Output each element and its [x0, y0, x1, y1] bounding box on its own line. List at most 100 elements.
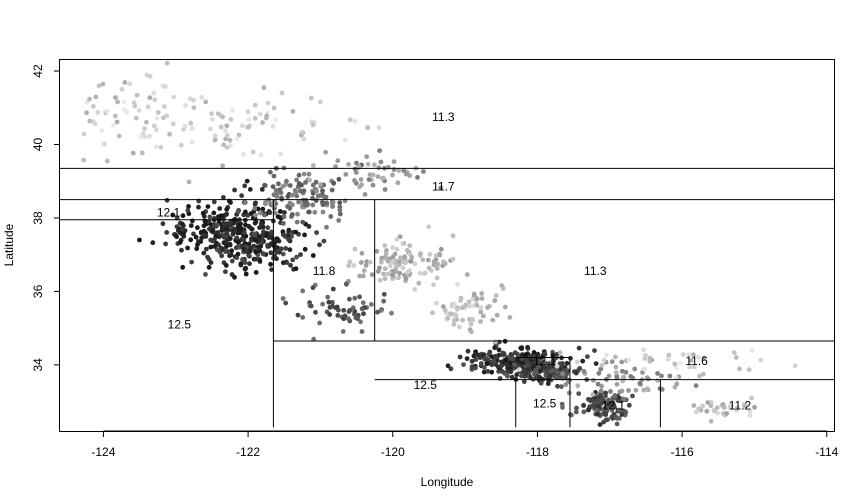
data-point — [186, 204, 191, 209]
data-point — [320, 209, 326, 215]
data-point — [402, 255, 408, 260]
data-point — [260, 120, 265, 125]
data-point — [242, 230, 247, 236]
data-point — [155, 110, 161, 115]
data-point — [560, 371, 565, 377]
data-point — [300, 288, 306, 294]
data-point — [212, 237, 217, 243]
data-point — [792, 363, 798, 369]
data-point — [523, 371, 529, 376]
data-point — [403, 276, 409, 281]
data-point — [263, 201, 268, 207]
data-point — [278, 246, 284, 252]
data-point — [647, 359, 653, 364]
region-labels: 11.3 11.7 12.1 11.8 11.3 12.5 12.1 11.6 12.5 12.5… — [157, 110, 752, 412]
data-point — [525, 344, 530, 350]
data-point — [283, 300, 289, 306]
data-point — [448, 366, 454, 372]
data-point — [303, 180, 308, 185]
data-point — [474, 302, 480, 308]
data-point — [369, 272, 375, 277]
data-point — [223, 249, 228, 254]
data-point — [170, 212, 176, 218]
data-point — [281, 232, 286, 238]
data-point — [412, 261, 418, 267]
data-point — [224, 237, 230, 243]
data-point — [360, 273, 366, 279]
data-point — [531, 371, 537, 377]
data-point — [174, 234, 180, 240]
data-point — [637, 381, 643, 386]
data-point — [282, 210, 287, 215]
data-point — [320, 202, 326, 208]
x-tick-label: -124 — [91, 445, 115, 459]
data-point — [164, 113, 170, 118]
data-point — [203, 99, 209, 105]
data-point — [300, 315, 306, 320]
data-point — [224, 145, 230, 151]
data-point — [260, 251, 266, 257]
data-point — [535, 351, 541, 357]
data-point — [270, 184, 276, 190]
data-point — [334, 304, 340, 310]
data-point — [114, 119, 120, 125]
data-point — [228, 117, 234, 122]
data-point — [220, 163, 226, 169]
data-point — [147, 133, 152, 139]
data-point — [151, 123, 157, 129]
data-point — [206, 264, 212, 270]
data-point — [502, 304, 508, 310]
data-point — [457, 354, 463, 360]
data-point — [623, 369, 629, 375]
data-point — [361, 268, 367, 274]
data-point — [185, 245, 191, 251]
data-point — [469, 358, 475, 364]
data-point — [695, 354, 701, 360]
data-point — [224, 231, 230, 237]
data-point — [537, 368, 543, 374]
data-point — [235, 209, 241, 215]
data-point — [665, 356, 671, 362]
data-point — [655, 378, 660, 383]
data-point — [573, 370, 579, 376]
data-point — [280, 251, 286, 257]
data-point — [400, 265, 406, 271]
data-point — [199, 94, 205, 100]
data-point — [641, 347, 646, 353]
data-point — [576, 345, 582, 351]
data-point — [362, 192, 368, 197]
data-point — [308, 95, 314, 101]
data-point — [370, 172, 376, 178]
data-point — [435, 261, 441, 267]
data-point — [557, 350, 563, 355]
data-point — [438, 185, 444, 191]
data-point — [573, 409, 579, 415]
data-point — [264, 113, 270, 119]
data-point — [244, 178, 250, 184]
data-point — [367, 259, 373, 265]
data-point — [375, 269, 381, 274]
data-point — [194, 246, 200, 252]
data-point — [252, 206, 258, 211]
data-point — [619, 412, 625, 417]
data-point — [104, 158, 110, 164]
data-point — [449, 304, 455, 309]
data-point — [596, 370, 602, 376]
data-point — [102, 141, 107, 147]
data-point — [214, 247, 220, 253]
data-point — [81, 157, 87, 163]
data-point — [420, 257, 426, 263]
data-point — [581, 403, 587, 408]
data-point — [293, 266, 299, 272]
data-point — [515, 353, 521, 359]
data-point — [265, 100, 271, 106]
data-point — [318, 99, 323, 105]
data-point — [519, 373, 524, 379]
data-point — [599, 383, 604, 389]
data-point — [296, 172, 302, 178]
data-point — [464, 356, 470, 361]
data-point — [333, 164, 338, 169]
data-point — [609, 414, 615, 420]
data-point — [714, 405, 720, 411]
data-point — [364, 154, 369, 160]
